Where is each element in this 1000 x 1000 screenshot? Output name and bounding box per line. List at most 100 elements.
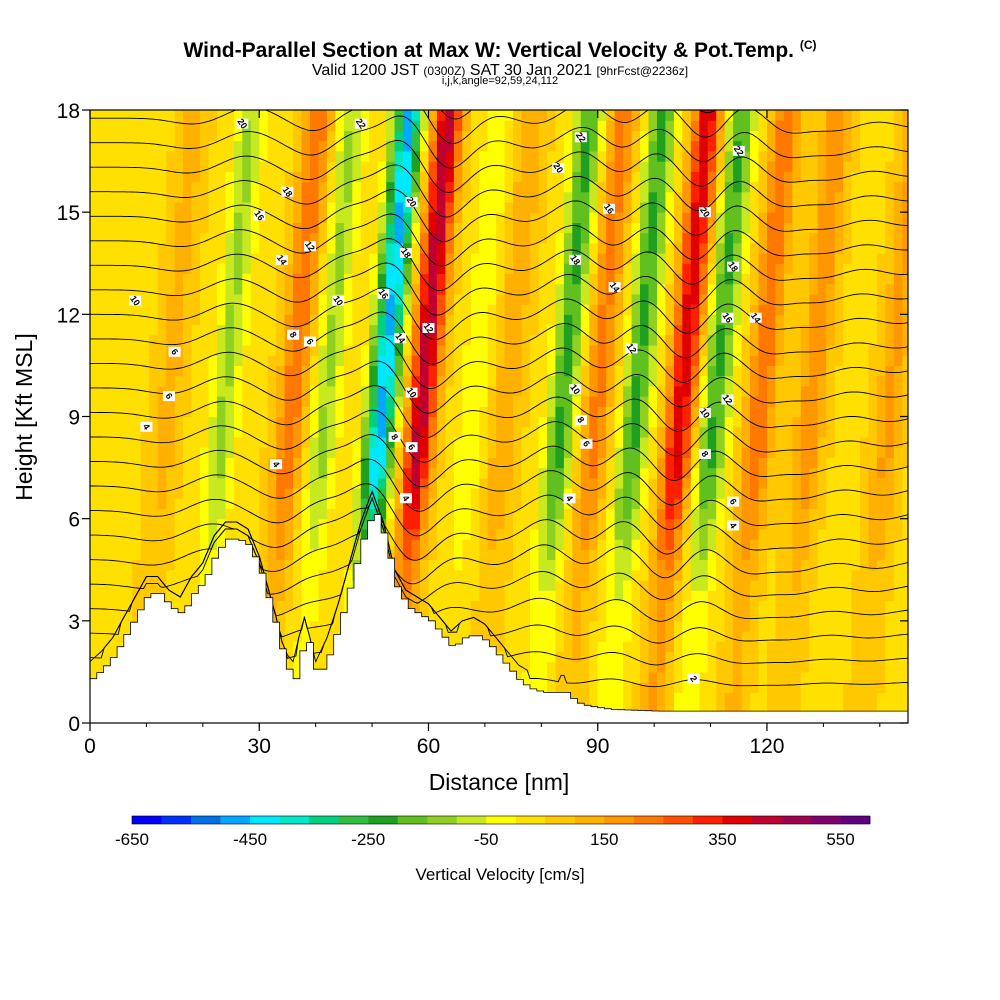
velocity-cell xyxy=(487,508,497,520)
velocity-cell xyxy=(538,181,548,193)
velocity-cell xyxy=(453,253,463,264)
velocity-cell xyxy=(394,232,404,244)
velocity-cell xyxy=(445,110,455,121)
velocity-cell xyxy=(267,283,277,295)
velocity-cell xyxy=(623,528,633,540)
velocity-cell xyxy=(267,120,277,131)
velocity-cell xyxy=(733,426,743,438)
velocity-cell xyxy=(513,641,523,653)
velocity-cell xyxy=(352,201,362,213)
velocity-cell xyxy=(394,304,404,315)
velocity-cell xyxy=(428,426,438,438)
velocity-cell xyxy=(106,355,116,366)
velocity-cell xyxy=(623,641,633,653)
velocity-cell xyxy=(183,559,193,571)
velocity-cell xyxy=(123,263,133,274)
velocity-cell xyxy=(589,283,599,295)
velocity-cell xyxy=(640,140,650,152)
velocity-cell xyxy=(733,120,743,131)
velocity-cell xyxy=(428,467,438,479)
velocity-cell xyxy=(225,242,235,254)
velocity-cell xyxy=(369,293,379,305)
velocity-cell xyxy=(98,263,108,274)
velocity-cell xyxy=(682,610,692,622)
velocity-cell xyxy=(657,671,667,683)
velocity-cell xyxy=(470,181,480,193)
velocity-cell xyxy=(335,150,345,162)
velocity-cell xyxy=(436,355,446,366)
velocity-cell xyxy=(640,518,650,530)
velocity-cell xyxy=(403,457,413,469)
velocity-cell xyxy=(191,283,201,295)
velocity-cell xyxy=(420,161,430,172)
velocity-cell xyxy=(132,590,142,601)
velocity-cell xyxy=(174,273,184,285)
velocity-cell xyxy=(707,692,717,704)
velocity-cell xyxy=(733,314,743,326)
velocity-cell xyxy=(767,283,777,295)
velocity-cell xyxy=(326,150,336,162)
velocity-cell xyxy=(106,406,116,418)
velocity-cell xyxy=(767,600,777,612)
velocity-cell xyxy=(250,467,260,479)
velocity-cell xyxy=(436,498,446,509)
velocity-cell xyxy=(783,334,793,346)
velocity-cell xyxy=(216,345,226,356)
velocity-cell xyxy=(343,580,353,591)
velocity-cell xyxy=(276,580,286,591)
velocity-cell xyxy=(707,283,717,295)
velocity-cell xyxy=(436,253,446,264)
velocity-cell xyxy=(673,426,683,438)
velocity-cell xyxy=(614,304,624,315)
velocity-cell xyxy=(487,600,497,612)
velocity-cell xyxy=(496,549,506,561)
velocity-cell xyxy=(276,508,286,520)
velocity-cell xyxy=(640,263,650,274)
velocity-cell xyxy=(318,181,328,193)
velocity-cell xyxy=(115,242,125,254)
velocity-cell xyxy=(767,457,777,469)
velocity-cell xyxy=(123,426,133,438)
velocity-cell xyxy=(191,416,201,428)
velocity-cell xyxy=(310,426,320,438)
velocity-cell xyxy=(242,488,252,499)
velocity-cell xyxy=(690,283,700,295)
velocity-cell xyxy=(530,651,540,663)
velocity-cell xyxy=(665,191,675,203)
velocity-cell xyxy=(504,110,514,121)
velocity-cell xyxy=(183,477,193,489)
velocity-cell xyxy=(547,528,557,540)
velocity-cell xyxy=(470,314,480,326)
velocity-cell xyxy=(530,426,540,438)
velocity-cell xyxy=(183,222,193,234)
velocity-cell xyxy=(775,365,785,377)
velocity-cell xyxy=(360,375,370,387)
velocity-cell xyxy=(132,120,142,131)
velocity-cell xyxy=(98,661,108,673)
velocity-cell xyxy=(657,641,667,653)
velocity-cell xyxy=(504,641,514,653)
velocity-cell xyxy=(276,232,286,244)
velocity-cell xyxy=(115,539,125,550)
velocity-cell xyxy=(521,110,531,121)
velocity-cell xyxy=(149,273,159,285)
velocity-cell xyxy=(394,436,404,448)
velocity-cell xyxy=(682,120,692,131)
velocity-cell xyxy=(149,406,159,418)
velocity-cell xyxy=(716,702,726,714)
velocity-cell xyxy=(411,120,421,131)
velocity-cell xyxy=(750,436,760,448)
velocity-cell xyxy=(758,375,768,387)
velocity-cell xyxy=(750,232,760,244)
velocity-cell xyxy=(479,569,489,581)
velocity-cell xyxy=(140,457,150,469)
velocity-cell xyxy=(98,631,108,642)
velocity-cell xyxy=(453,314,463,326)
velocity-cell xyxy=(453,150,463,162)
velocity-cell xyxy=(369,304,379,315)
velocity-cell xyxy=(132,161,142,172)
velocity-cell xyxy=(580,682,590,693)
velocity-cell xyxy=(521,253,531,264)
velocity-cell xyxy=(699,345,709,356)
velocity-cell xyxy=(538,314,548,326)
